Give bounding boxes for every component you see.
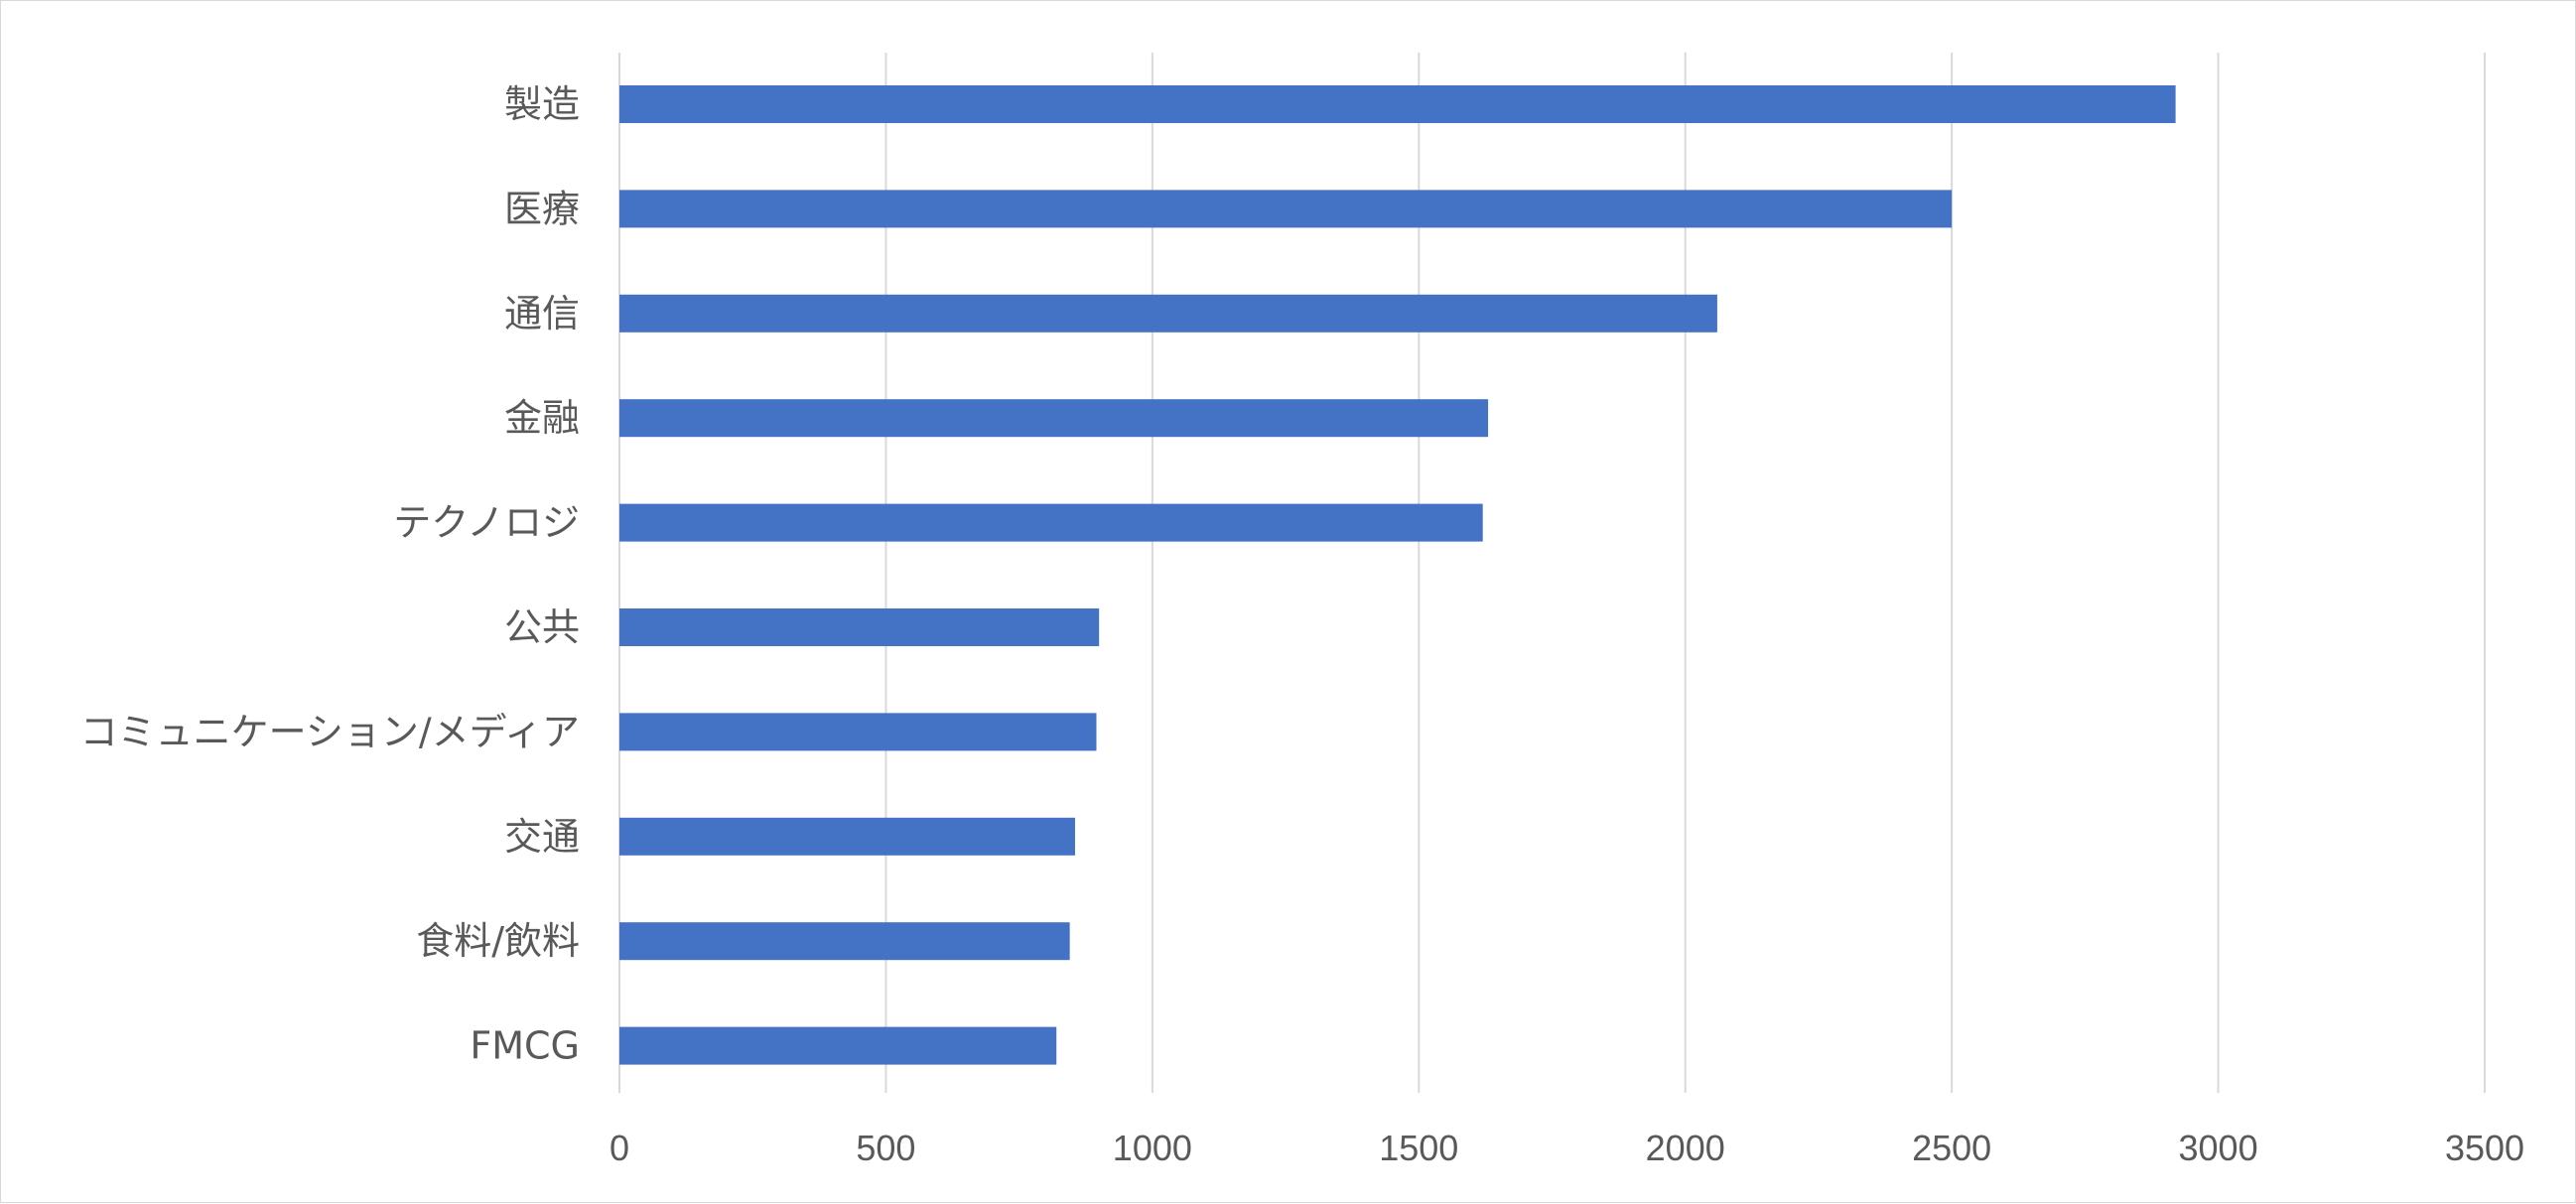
bar-4 xyxy=(619,503,1483,542)
category-label-5: 公共 xyxy=(504,605,580,649)
x-tick-label-500: 500 xyxy=(856,1128,915,1168)
category-label-4: テクノロジ xyxy=(393,501,580,545)
x-tick-label-3000: 3000 xyxy=(2179,1128,2258,1168)
bar-3 xyxy=(619,399,1489,438)
category-label-7: 交通 xyxy=(504,815,580,859)
category-label-6: コミュニケーション/メディア xyxy=(80,710,580,753)
x-tick-label-3500: 3500 xyxy=(2445,1128,2524,1168)
x-tick-label-2500: 2500 xyxy=(1912,1128,1991,1168)
bar-9 xyxy=(619,1026,1057,1065)
x-tick-label-2000: 2000 xyxy=(1646,1128,1725,1168)
bar-0 xyxy=(619,85,2176,123)
category-label-8: 食料/飲料 xyxy=(416,919,580,963)
bar-7 xyxy=(619,817,1076,856)
x-tick-label-0: 0 xyxy=(610,1128,629,1168)
x-tick-label-1000: 1000 xyxy=(1113,1128,1192,1168)
category-label-3: 金融 xyxy=(504,396,580,440)
bar-5 xyxy=(619,608,1100,646)
category-label-2: 通信 xyxy=(504,292,580,335)
category-label-0: 製造 xyxy=(504,82,580,126)
bars xyxy=(619,85,2176,1065)
bar-2 xyxy=(619,294,1717,333)
category-label-1: 医療 xyxy=(504,187,580,230)
bar-1 xyxy=(619,190,1953,228)
x-tick-label-1500: 1500 xyxy=(1379,1128,1458,1168)
bar-8 xyxy=(619,922,1070,961)
x-axis-tick-labels: 0 500 1000 1500 2000 2500 3000 3500 xyxy=(610,1128,2524,1168)
category-label-9: FMCG xyxy=(470,1024,580,1068)
bar-6 xyxy=(619,713,1097,751)
